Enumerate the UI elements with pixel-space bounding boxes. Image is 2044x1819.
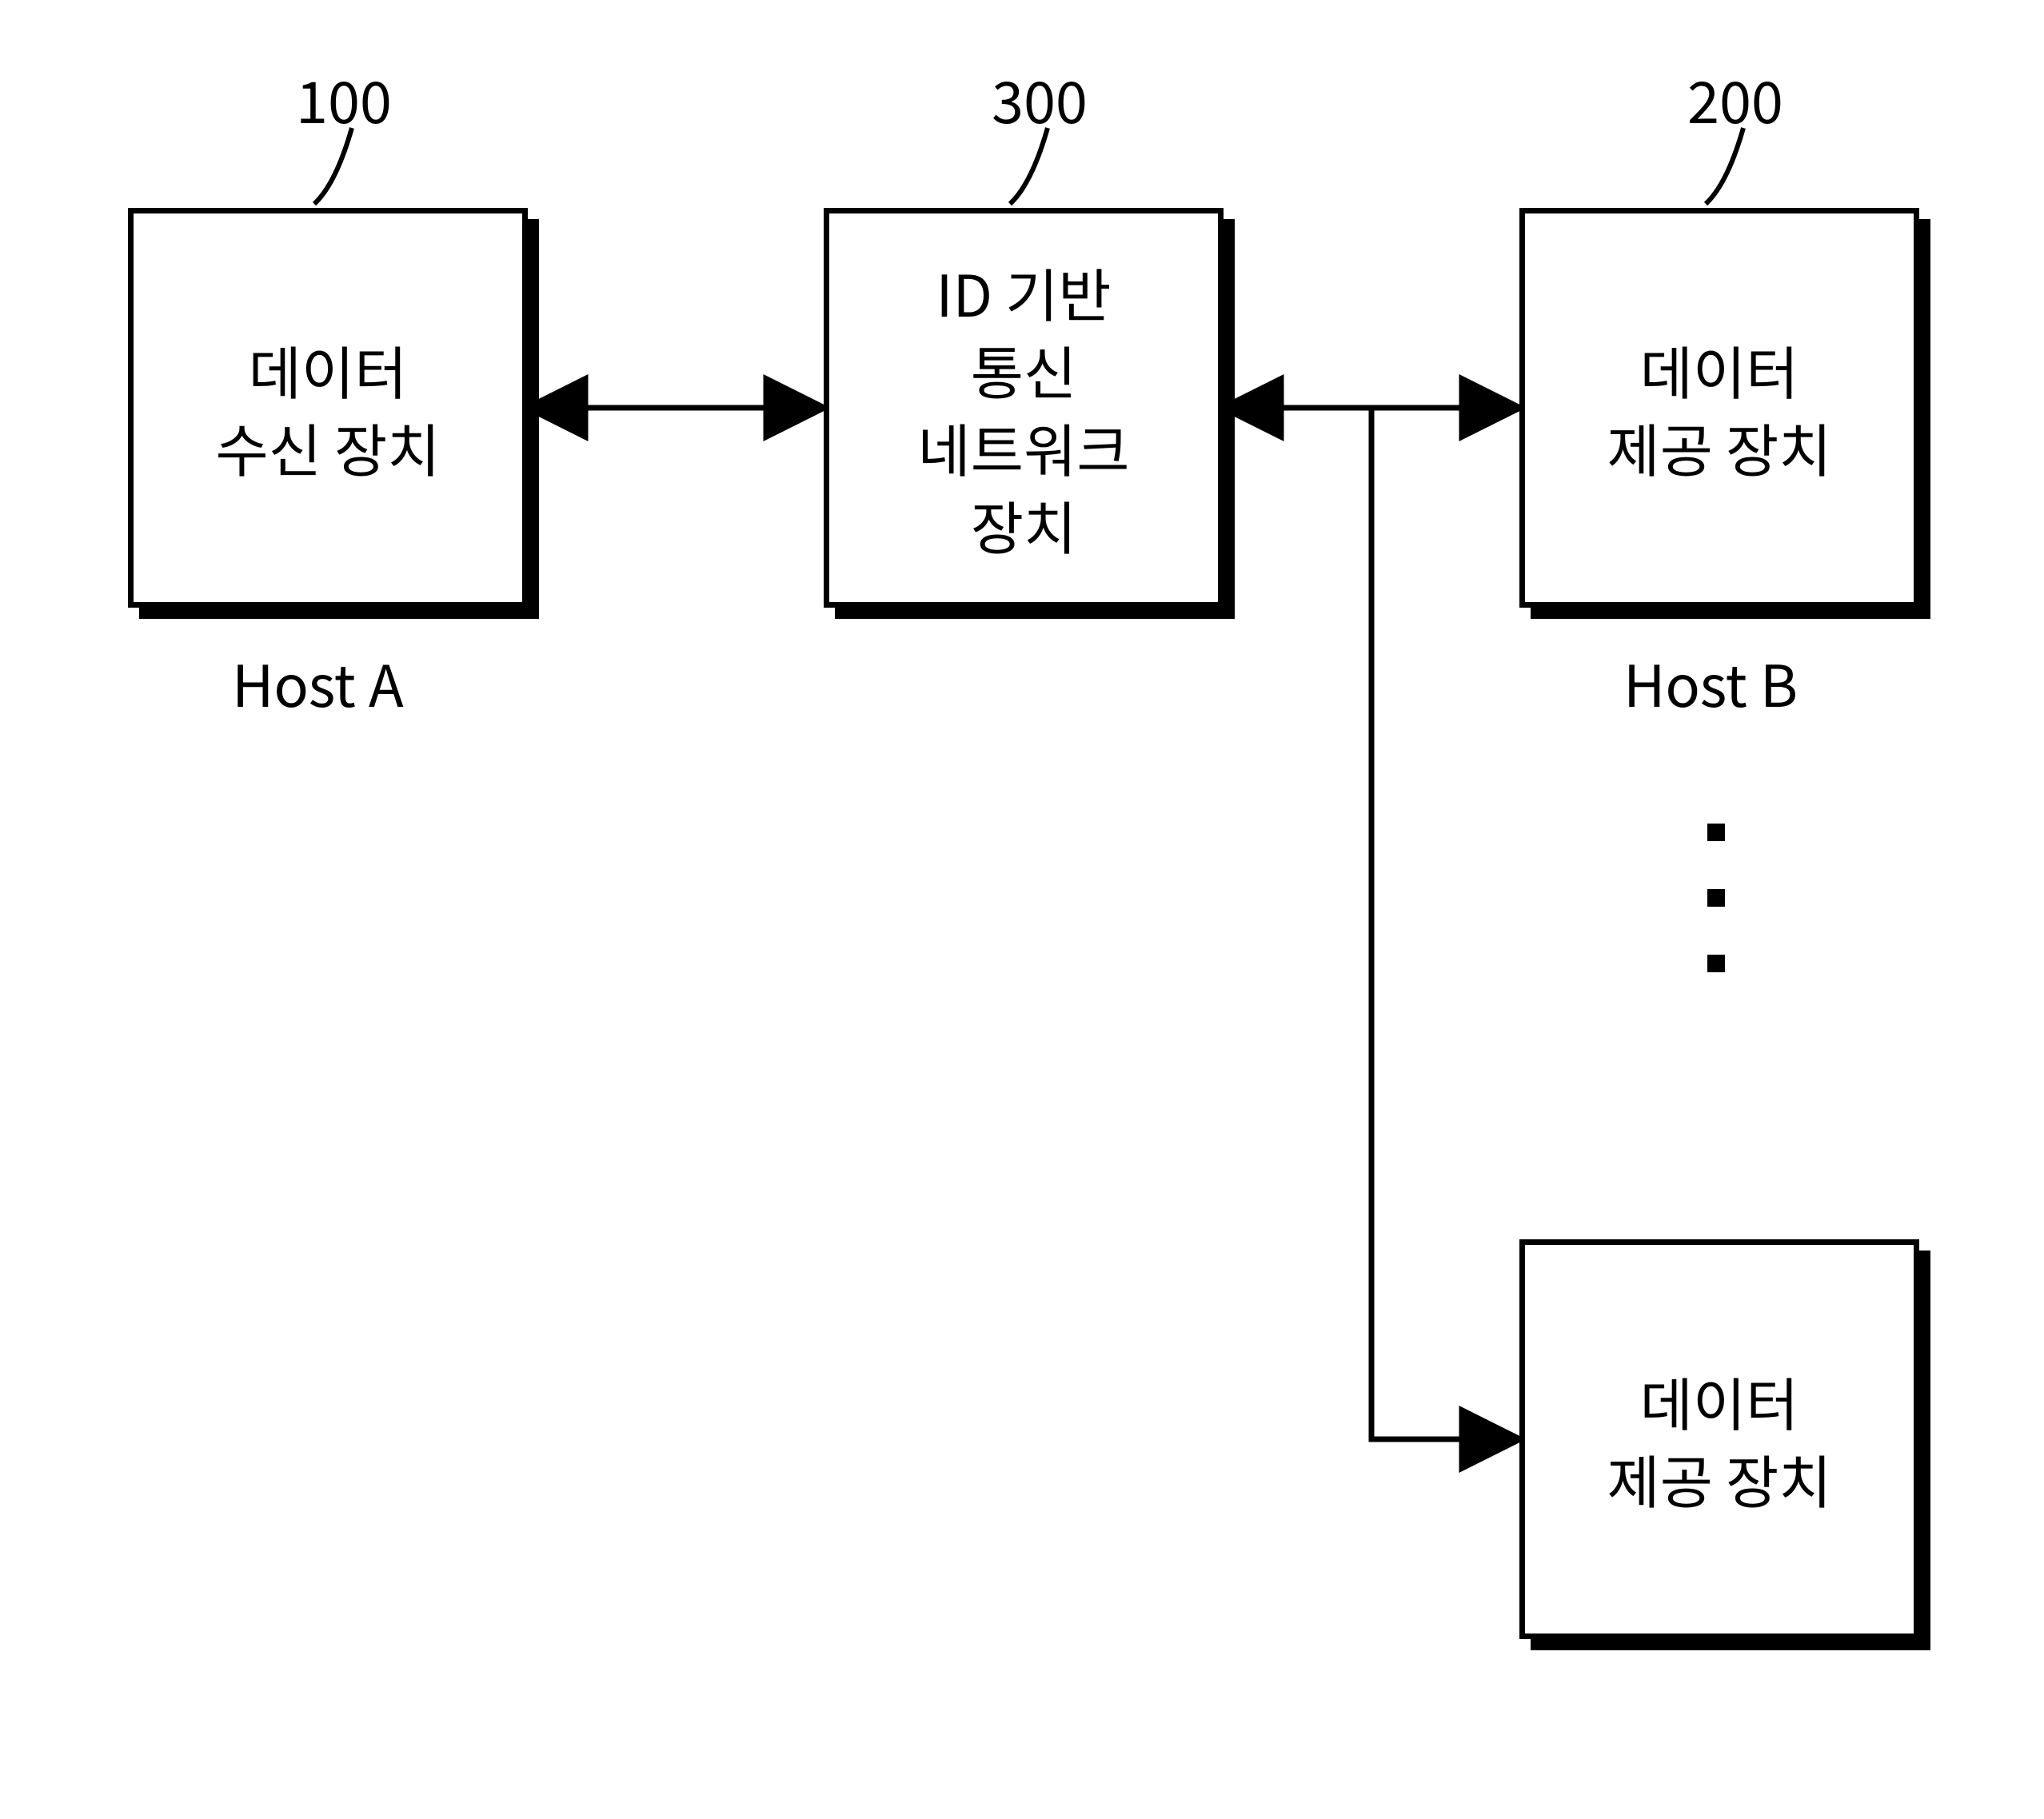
ref-label-300: 300	[992, 56, 1088, 140]
ref-label-200: 200	[1687, 56, 1783, 140]
node-text-line: 데이터	[1640, 1362, 1799, 1439]
caption-host-b: Host B	[1623, 640, 1798, 724]
ref-label-100: 100	[296, 56, 392, 140]
network-diagram: 100 데이터 수신 장치 Host A 300 ID 기반 통신 네트워크 장…	[0, 0, 2044, 1819]
node-box: ID 기반 통신 네트워크 장치	[824, 208, 1224, 608]
node-text-line: 수신 장치	[215, 408, 440, 485]
node-text-line: 장치	[971, 485, 1076, 563]
node-network: ID 기반 통신 네트워크 장치	[824, 208, 1224, 608]
node-box: 데이터 수신 장치	[128, 208, 528, 608]
node-text-line: 네트워크	[918, 408, 1130, 485]
node-text-line: 데이터	[249, 330, 408, 408]
node-text-line: 제공 장치	[1607, 408, 1831, 485]
node-host-a: 데이터 수신 장치	[128, 208, 528, 608]
caption-host-a: Host A	[232, 640, 404, 724]
node-host-b: 데이터 제공 장치	[1519, 208, 1919, 608]
node-text-line: 데이터	[1640, 330, 1799, 408]
node-box: 데이터 제공 장치	[1519, 1239, 1919, 1639]
dot	[1707, 889, 1725, 907]
vertical-ellipsis	[1707, 824, 1725, 972]
node-box: 데이터 제공 장치	[1519, 208, 1919, 608]
node-text-line: ID 기반	[936, 253, 1111, 330]
node-provider-n: 데이터 제공 장치	[1519, 1239, 1919, 1639]
dot	[1707, 824, 1725, 841]
edge-net-n	[1371, 408, 1519, 1439]
dot	[1707, 955, 1725, 972]
node-text-line: 통신	[971, 330, 1076, 408]
node-text-line: 제공 장치	[1607, 1439, 1831, 1517]
